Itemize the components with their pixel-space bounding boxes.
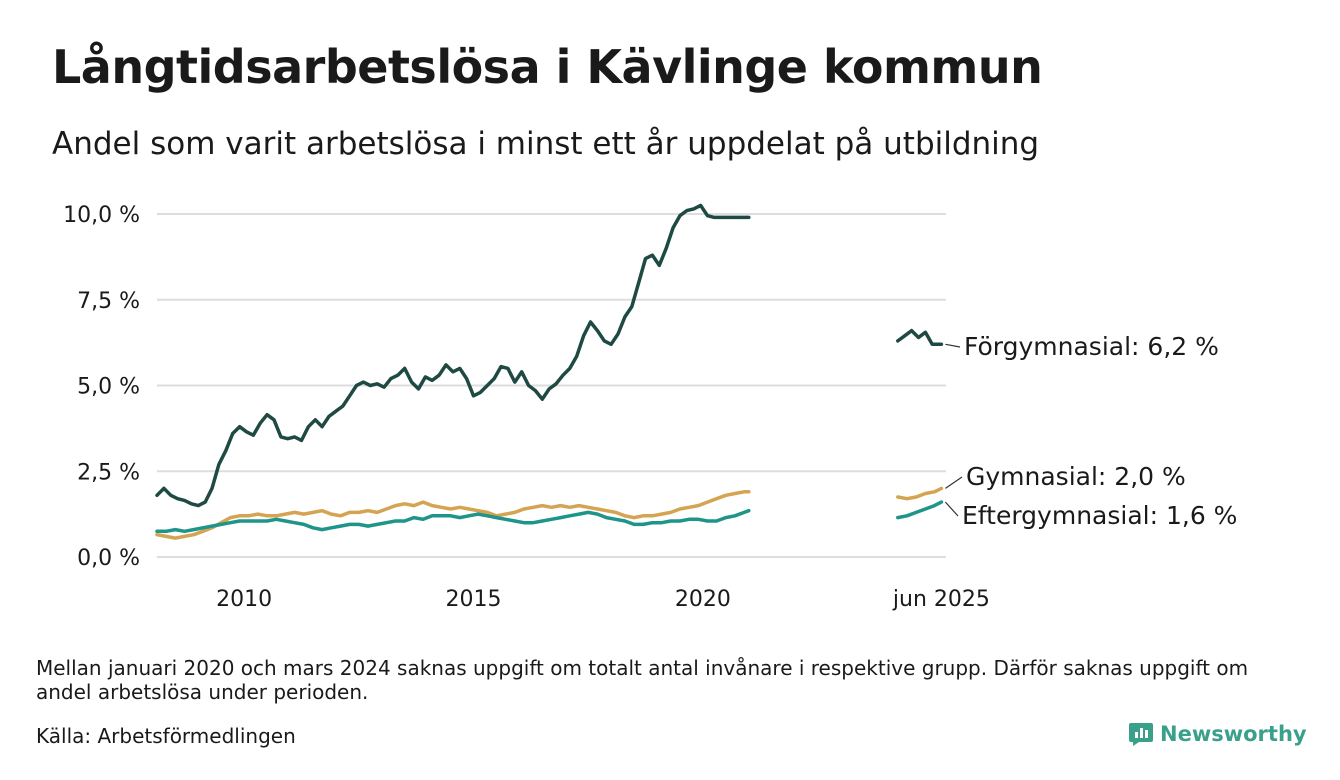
brand-name: Newsworthy (1160, 722, 1307, 746)
series-labels: Förgymnasial: 6,2 % Gymnasial: 2,0 % Efter… (944, 332, 1237, 530)
chart-title: Långtidsarbetslösa i Kävlinge kommun (52, 40, 1043, 94)
line-chart: 0,0 % 2,5 % 5,0 % 7,5 % 10,0 % 2010 2015 2020 j… (63, 203, 1237, 612)
x-tick-label: 2015 (446, 587, 502, 612)
label-leader-line (945, 343, 961, 348)
y-tick-label: 0,0 % (77, 546, 140, 571)
label-leader-line (944, 501, 959, 517)
gymnasial-label: Gymnasial: 2,0 % (966, 462, 1186, 491)
y-axis-ticks: 0,0 % 2,5 % 5,0 % 7,5 % 10,0 % (63, 203, 140, 571)
label-leader-line (945, 476, 963, 489)
source-text: Källa: Arbetsförmedlingen (36, 724, 296, 748)
y-tick-label: 2,5 % (77, 460, 140, 485)
x-tick-label: jun 2025 (892, 587, 990, 612)
series-lines (155, 203, 944, 540)
x-tick-label: 2020 (675, 587, 731, 612)
gymnasial-line (896, 486, 944, 501)
forgymnasial-line (896, 328, 944, 347)
x-axis-ticks: 2010 2015 2020 jun 2025 (216, 587, 990, 612)
forgymnasial-label: Förgymnasial: 6,2 % (964, 332, 1219, 361)
newsworthy-brand[interactable]: Newsworthy (1128, 718, 1307, 750)
x-tick-label: 2010 (216, 587, 272, 612)
eftergymnasial-label: Eftergymnasial: 1,6 % (962, 501, 1237, 530)
chart-subtitle: Andel som varit arbetslösa i minst ett å… (52, 126, 1040, 162)
forgymnasial-line (155, 203, 751, 508)
footnote: Mellan januari 2020 och mars 2024 saknas… (36, 656, 1249, 704)
eftergymnasial-line (896, 500, 944, 520)
newsworthy-logo-icon (1129, 723, 1153, 746)
y-tick-label: 7,5 % (77, 289, 140, 314)
y-tick-label: 10,0 % (63, 203, 140, 228)
gymnasial-line (155, 490, 751, 540)
y-tick-label: 5,0 % (77, 375, 140, 400)
eftergymnasial-line (155, 508, 751, 534)
